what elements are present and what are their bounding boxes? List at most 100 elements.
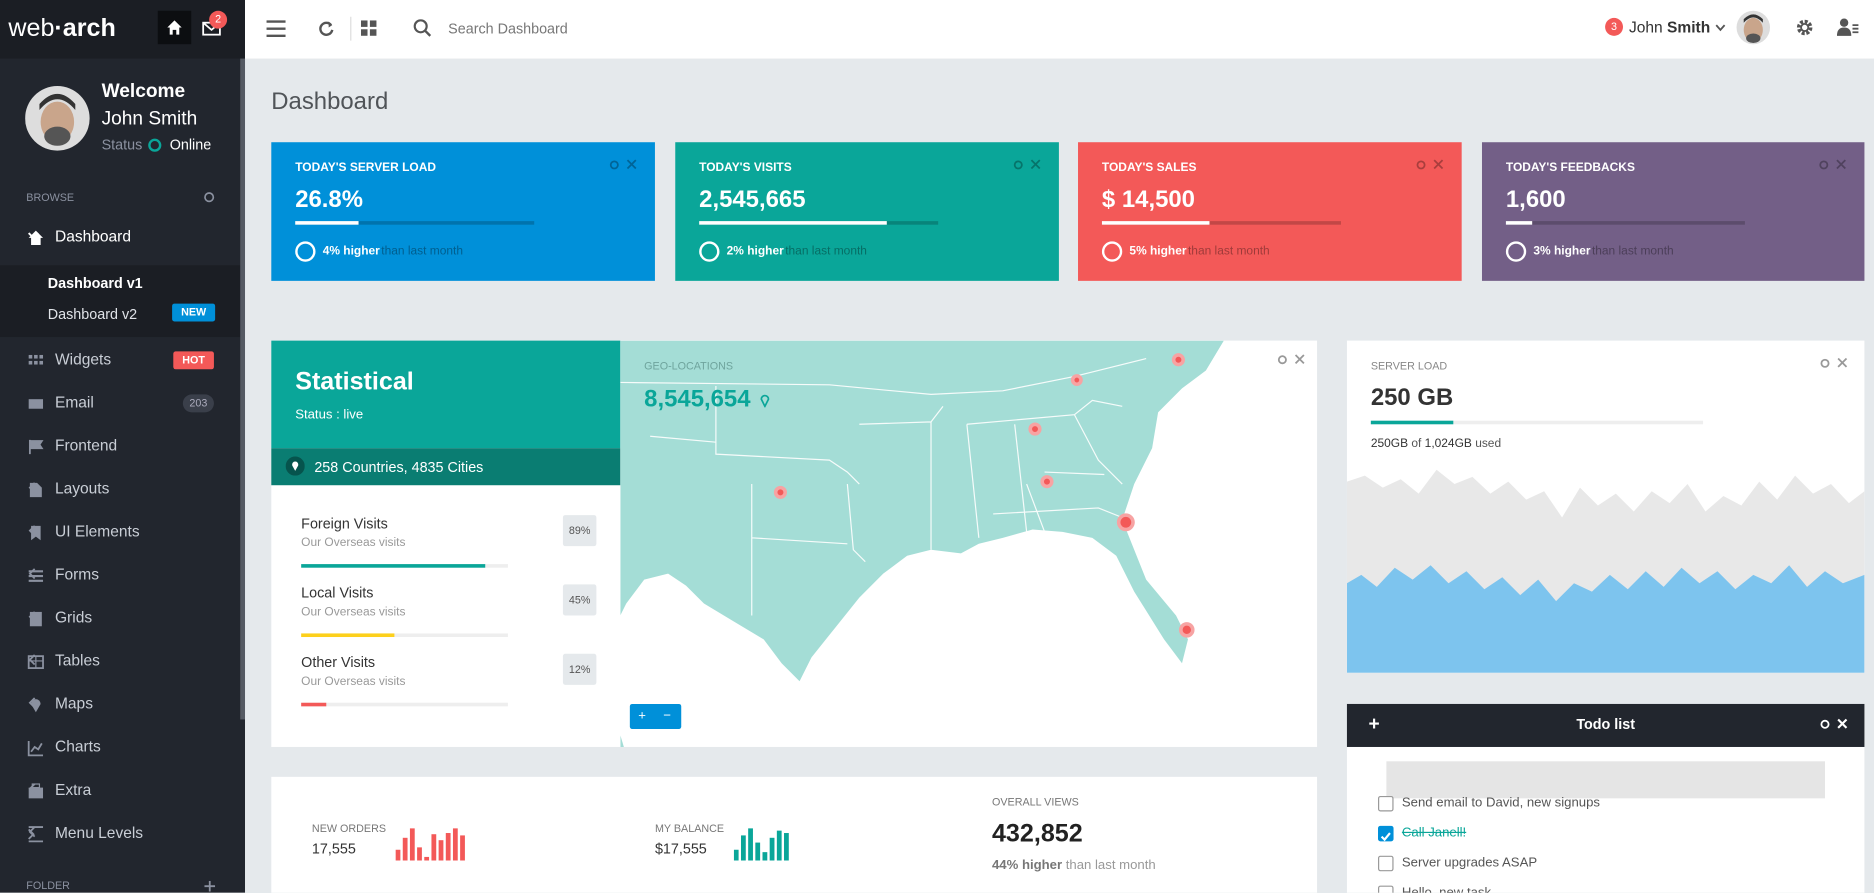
- menu-item[interactable]: Tables: [0, 639, 240, 682]
- menu-item[interactable]: Email 203: [0, 381, 240, 424]
- grid-icon[interactable]: [360, 20, 377, 36]
- stat-tile: TODAY'S SALES $ 14,500 5% higher than la…: [1078, 142, 1462, 281]
- checkbox[interactable]: [1378, 795, 1394, 812]
- server-load-panel: SERVER LOAD 250 GB 250GB of 1,024GB used: [1346, 340, 1865, 673]
- tile-controls[interactable]: [609, 159, 639, 171]
- up-icon: [1505, 241, 1527, 262]
- chevron: [28, 568, 36, 580]
- progress-track: [1370, 420, 1704, 425]
- first-name: John: [1628, 17, 1663, 36]
- users-icon[interactable]: [1836, 18, 1859, 37]
- tile-suffix: than last month: [1591, 245, 1674, 259]
- map[interactable]: GEO-LOCATIONS 8,545,654 + −: [620, 340, 1317, 747]
- submenu-item[interactable]: Dashboard v2: [47, 305, 138, 323]
- orders-label: NEW ORDERS: [311, 822, 387, 835]
- last-name: Smith: [1667, 17, 1711, 36]
- chevron: [28, 826, 36, 838]
- menu-item[interactable]: Forms: [0, 553, 240, 596]
- menu-label: Frontend: [54, 436, 118, 455]
- location-bar: [271, 448, 621, 486]
- menu-item[interactable]: Frontend: [0, 424, 240, 467]
- search-input[interactable]: Search Dashboard: [448, 20, 568, 38]
- menu-label: Forms: [54, 565, 100, 584]
- scrollbar[interactable]: [240, 58, 246, 720]
- panel-controls[interactable]: [1820, 718, 1849, 730]
- chevron: [28, 654, 36, 666]
- home-button[interactable]: [157, 10, 192, 45]
- visit-name: Foreign Visits: [301, 515, 388, 532]
- zoom-in[interactable]: +: [638, 708, 646, 724]
- header-avatar[interactable]: [1735, 10, 1771, 46]
- count-badge: 203: [182, 394, 214, 413]
- panel-controls[interactable]: [1820, 357, 1849, 369]
- notification-badge[interactable]: 3: [1605, 17, 1624, 36]
- menu-item[interactable]: Widgets HOT: [0, 338, 240, 381]
- menu-label: Maps: [54, 694, 93, 713]
- reload-icon[interactable]: [318, 20, 335, 37]
- tile-controls[interactable]: [1013, 159, 1042, 171]
- todo-text: Server upgrades ASAP: [1401, 855, 1538, 871]
- menu-item[interactable]: Layouts: [0, 467, 240, 510]
- of: of: [1411, 437, 1422, 451]
- logo-bold: ·arch: [54, 14, 116, 42]
- views-suffix: than last month: [1065, 858, 1156, 873]
- todo-input[interactable]: [1386, 761, 1825, 799]
- section-label: BROWSE: [26, 191, 75, 204]
- logo[interactable]: web·arch: [8, 16, 115, 41]
- menu-toggle[interactable]: [266, 19, 286, 38]
- menu-item[interactable]: UI Elements: [0, 510, 240, 553]
- tile-controls[interactable]: [1416, 159, 1445, 171]
- server-chart: [1346, 469, 1865, 673]
- header: Search Dashboard 3 John Smith: [245, 0, 1874, 59]
- menu-item[interactable]: Grids: [0, 596, 240, 639]
- menu-item[interactable]: Extra: [0, 768, 240, 811]
- checkbox[interactable]: [1378, 855, 1394, 872]
- hot-badge: HOT: [173, 351, 214, 370]
- percent-badge: 12%: [562, 653, 597, 685]
- submenu-item[interactable]: Dashboard v1: [47, 274, 143, 292]
- percent-badge: 45%: [562, 584, 597, 616]
- icon: [27, 740, 44, 757]
- settings-icon[interactable]: [1796, 19, 1813, 36]
- mail-badge: 2: [209, 10, 228, 29]
- status: Online: [169, 136, 212, 153]
- pin-icon: [285, 456, 305, 476]
- panel-controls[interactable]: [1277, 354, 1307, 366]
- balance-value: $17,555: [654, 840, 707, 857]
- checkbox[interactable]: [1378, 885, 1394, 893]
- visit-name: Other Visits: [301, 653, 376, 671]
- todo-header: [1346, 703, 1865, 747]
- views-change: 44% higher: [991, 858, 1063, 873]
- status-label: Status: [101, 136, 143, 153]
- user-menu[interactable]: John Smith: [1629, 19, 1710, 35]
- mail-button[interactable]: 2: [195, 10, 228, 44]
- chevron: [28, 783, 36, 795]
- add-folder[interactable]: [204, 880, 216, 892]
- menu-item[interactable]: Charts: [0, 725, 240, 768]
- chevron: [28, 697, 36, 709]
- orders-value: 17,555: [311, 840, 356, 857]
- todo-panel: + Todo list: [1346, 703, 1865, 893]
- stat-tile: TODAY'S FEEDBACKS 1,600 3% higher than l…: [1481, 142, 1865, 281]
- menu-item[interactable]: Dashboard: [0, 215, 240, 258]
- todo-text: Send email to David, new signups: [1401, 795, 1600, 811]
- tile-title: TODAY'S SALES: [1101, 161, 1197, 175]
- zoom-out[interactable]: −: [663, 708, 672, 724]
- tile-title: TODAY'S FEEDBACKS: [1505, 161, 1635, 175]
- menu-label: Layouts: [54, 479, 110, 498]
- checkbox[interactable]: [1378, 825, 1394, 842]
- todo-add[interactable]: +: [1368, 714, 1380, 736]
- menu-item[interactable]: Maps: [0, 682, 240, 725]
- tile-controls[interactable]: [1819, 159, 1848, 171]
- refresh-icon[interactable]: [203, 191, 215, 203]
- menu-label: Extra: [54, 780, 92, 799]
- progress-track: [295, 221, 535, 225]
- tile-title: TODAY'S SERVER LOAD: [295, 161, 436, 175]
- balance-label: MY BALANCE: [654, 822, 725, 835]
- chevron: [28, 611, 36, 623]
- visit-name: Local Visits: [301, 584, 374, 602]
- logo-light: web: [8, 14, 55, 42]
- percent-badge: 89%: [562, 515, 597, 547]
- menu-item[interactable]: Menu Levels: [0, 812, 240, 855]
- todo-title: Todo list: [1576, 715, 1636, 733]
